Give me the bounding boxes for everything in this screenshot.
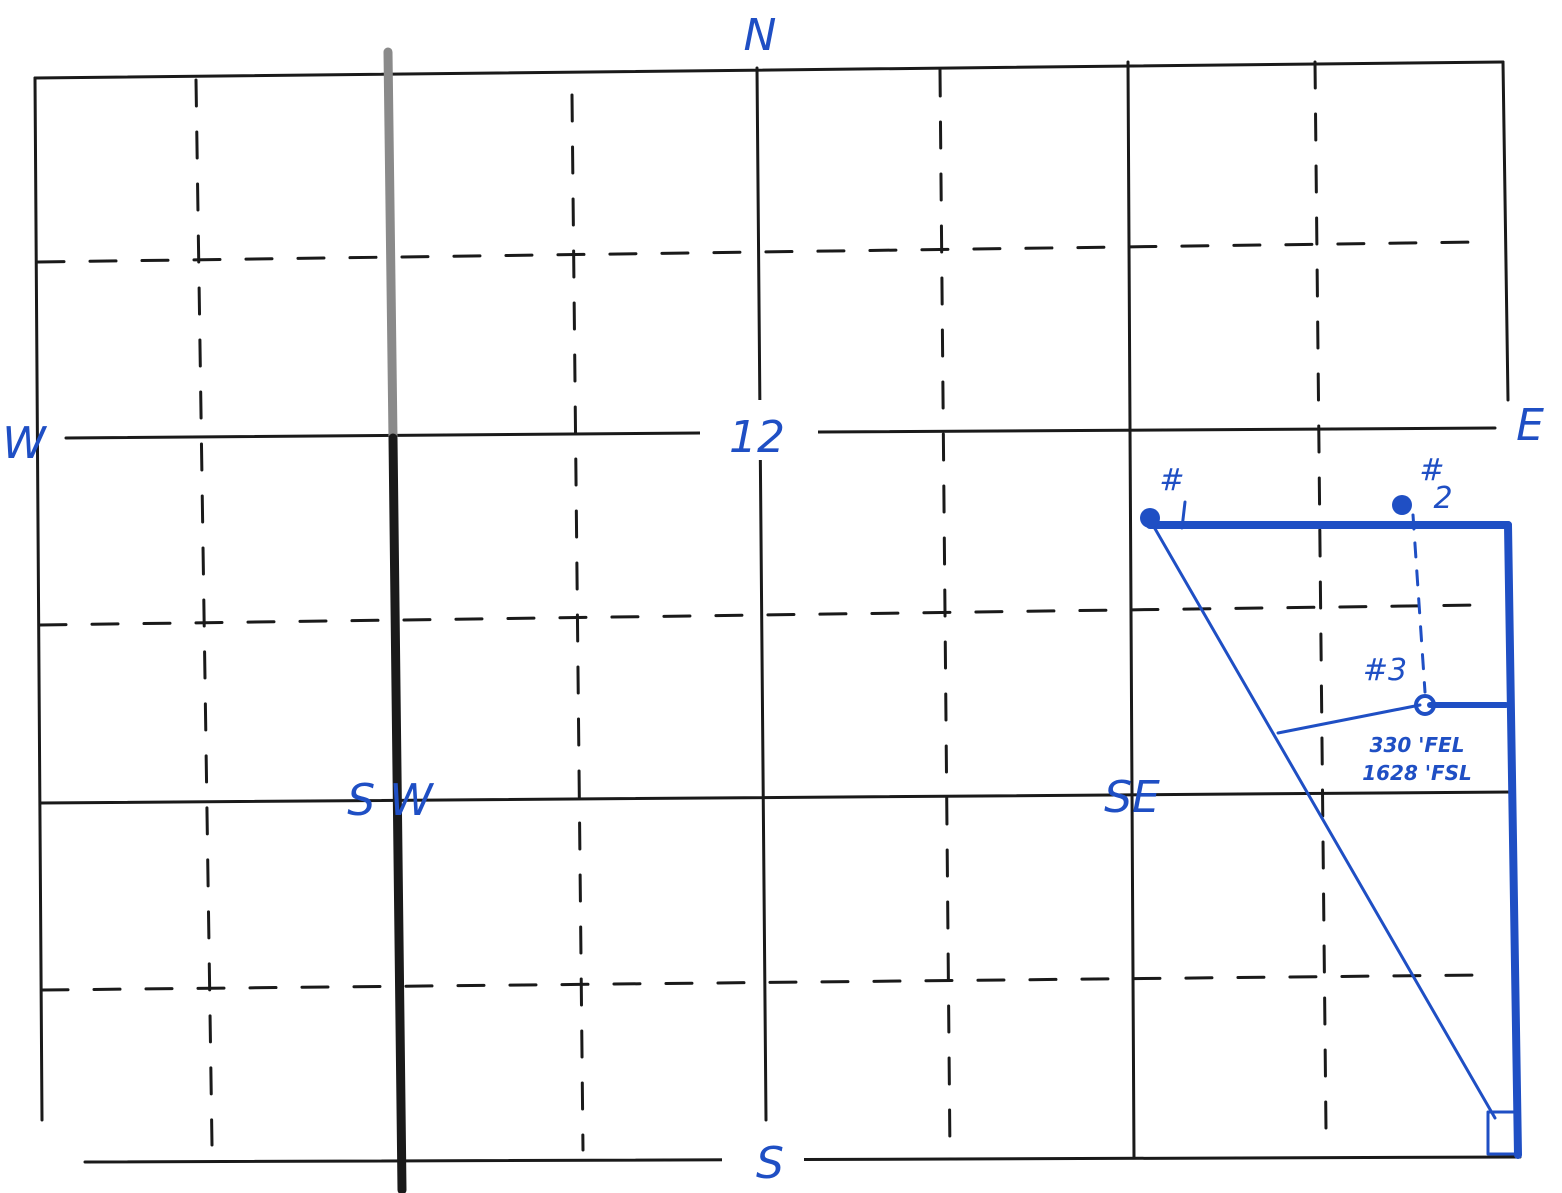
dashed-line-v4 bbox=[1313, 60, 1328, 1132]
well-3-lateral-line bbox=[1276, 703, 1422, 735]
well-pad-box bbox=[1486, 1110, 1520, 1156]
section-label-gap bbox=[700, 400, 818, 460]
south-label: S bbox=[756, 1138, 784, 1189]
dashed-line-h1 bbox=[36, 240, 1482, 264]
well-1-tick bbox=[1180, 500, 1187, 530]
well-2-marker bbox=[1392, 495, 1412, 515]
dashed-line-v3 bbox=[938, 68, 952, 1157]
dashed-line-h3 bbox=[40, 973, 1482, 992]
east-label: E bbox=[1516, 400, 1544, 451]
dashed-line-v2 bbox=[570, 93, 585, 1152]
southwest-quarter-label: S W bbox=[347, 775, 434, 826]
well-3-marker bbox=[1414, 694, 1436, 716]
well-2-number: 2 bbox=[1433, 481, 1452, 516]
east-boundary-line-upper bbox=[1501, 60, 1510, 402]
footage-fsl-label: 1628 'FSL bbox=[1362, 761, 1472, 785]
diagonal-wellbore-line bbox=[1148, 518, 1497, 1120]
sixteenth-lines bbox=[36, 60, 1482, 1157]
quarter-lines bbox=[38, 60, 1514, 1160]
pencil-line bbox=[383, 47, 407, 1193]
well-2-to-3-dashed-line bbox=[1411, 513, 1427, 694]
west-boundary-line bbox=[33, 76, 44, 1122]
south-quarter-line bbox=[38, 790, 1514, 805]
center-east-west-line-right bbox=[816, 426, 1497, 434]
north-boundary-line bbox=[33, 60, 1505, 80]
center-east-west-line-left bbox=[64, 431, 702, 440]
south-label-gap bbox=[722, 1130, 804, 1190]
well-3-label: #3 bbox=[1363, 653, 1407, 688]
lease-east-line bbox=[1504, 521, 1522, 1159]
section-number-label: 12 bbox=[729, 412, 785, 463]
well-1-hash: # bbox=[1159, 463, 1184, 498]
pencil-line-upper bbox=[383, 47, 398, 443]
dashed-line-v1 bbox=[194, 78, 214, 1147]
footage-fel-label: 330 'FEL bbox=[1370, 733, 1465, 757]
well-2-hash: # bbox=[1419, 453, 1444, 488]
north-south-center-line bbox=[755, 66, 768, 1122]
west-label: W bbox=[2, 418, 47, 469]
section-boundary bbox=[33, 60, 1522, 1164]
pencil-line-lower bbox=[388, 433, 407, 1193]
southeast-quarter-label: SE bbox=[1104, 772, 1160, 823]
dashed-line-h2 bbox=[38, 603, 1482, 627]
wellbore-sketch bbox=[1140, 495, 1522, 1159]
well-1-marker bbox=[1140, 508, 1160, 528]
north-label: N bbox=[744, 10, 777, 61]
